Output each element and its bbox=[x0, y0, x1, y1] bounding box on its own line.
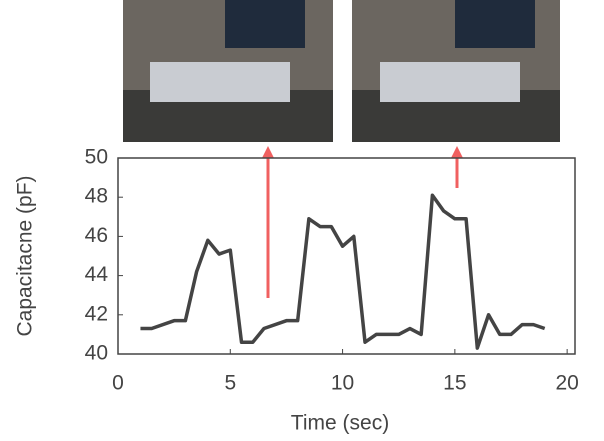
y-tick-label: 40 bbox=[85, 342, 108, 365]
y-tick-label: 48 bbox=[85, 185, 108, 208]
x-tick-label: 10 bbox=[331, 372, 354, 395]
photo-left-sensor bbox=[150, 62, 290, 102]
y-tick-label: 42 bbox=[85, 302, 108, 325]
x-tick-label: 5 bbox=[224, 372, 236, 395]
photo-right-meter bbox=[455, 0, 535, 48]
data-line bbox=[140, 193, 546, 350]
y-tick-label: 50 bbox=[85, 146, 108, 169]
arrow-head bbox=[262, 146, 274, 158]
photo-right-sensor bbox=[380, 62, 520, 102]
arrow-head bbox=[451, 146, 463, 158]
plot-frame bbox=[117, 157, 576, 355]
y-tick-label: 44 bbox=[85, 263, 109, 286]
x-tick-label: 15 bbox=[443, 372, 466, 395]
y-axis-label: Capacitacne (pF) bbox=[14, 175, 37, 336]
photo-left-meter bbox=[225, 0, 305, 48]
y-tick-label: 46 bbox=[85, 224, 108, 247]
x-axis-label: Time (sec) bbox=[291, 412, 389, 435]
x-tick-label: 20 bbox=[555, 372, 578, 395]
x-tick-label: 0 bbox=[112, 372, 124, 395]
